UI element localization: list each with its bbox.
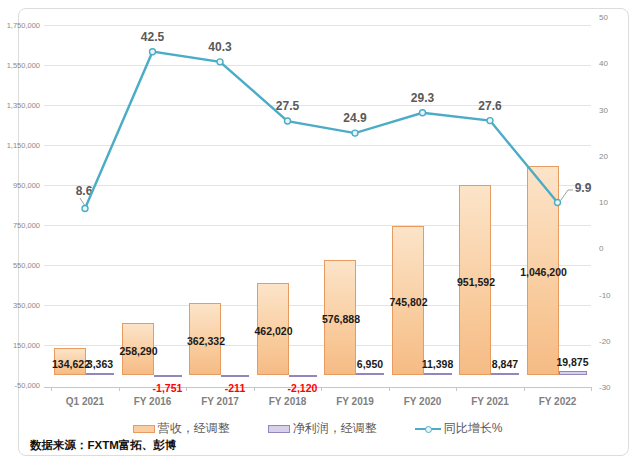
y-axis-left-tick: 950,000 <box>0 181 40 190</box>
y-axis-left-tick: 1,550,000 <box>0 61 40 70</box>
x-axis-tick <box>321 387 322 391</box>
x-axis-tick <box>119 387 120 391</box>
y-axis-left-tick: 350,000 <box>0 301 40 310</box>
gridline <box>44 305 591 306</box>
y-axis-right-tick: 10 <box>599 198 608 207</box>
gridline <box>44 265 591 266</box>
revenue-value-label: 462,020 <box>255 325 293 337</box>
gridline <box>44 65 591 66</box>
net-profit-value-label: 11,398 <box>422 358 454 370</box>
net-profit-swatch-icon <box>268 425 290 433</box>
y-axis-right-tick: 30 <box>599 105 608 114</box>
growth-value-label: 9.9 <box>575 181 592 195</box>
growth-value-label: 29.3 <box>411 91 434 105</box>
revenue-value-label: 576,888 <box>322 313 360 325</box>
x-axis-category-label: FY 2021 <box>471 396 509 407</box>
legend-label-revenue: 营收，经调整 <box>158 420 230 437</box>
bar-net-profit <box>221 375 249 377</box>
y-axis-right-tick: 40 <box>599 59 608 68</box>
x-axis-category-label: FY 2018 <box>269 396 307 407</box>
revenue-value-label: 951,592 <box>457 276 495 288</box>
legend-label-net-profit: 净利润，经调整 <box>293 420 377 437</box>
gridline <box>44 25 591 26</box>
bar-net-profit <box>559 371 587 375</box>
net-profit-value-label: 8,847 <box>492 358 518 370</box>
y-axis-right-tick: 0 <box>599 244 603 253</box>
net-profit-value-label: -1,751 <box>153 382 183 394</box>
gridline <box>44 145 591 146</box>
bar-net-profit <box>356 373 384 375</box>
chart-container: 1,750,000 1,550,000 1,350,000 1,150,000 950,… <box>0 0 635 467</box>
revenue-value-label: 134,622 <box>52 358 90 370</box>
y-axis-right-tick: -20 <box>599 336 611 345</box>
x-axis-category-label: FY 2022 <box>539 396 577 407</box>
revenue-value-label: 745,802 <box>390 296 428 308</box>
y-axis-right-tick: 20 <box>599 151 608 160</box>
x-axis-tick <box>254 387 255 391</box>
net-profit-value-label: 19,875 <box>556 356 588 368</box>
y-axis-left-tick: 750,000 <box>0 221 40 230</box>
x-axis-tick <box>389 387 390 391</box>
y-axis-left-tick: 1,350,000 <box>0 101 40 110</box>
y-axis-left-tick: 150,000 <box>0 341 40 350</box>
legend-item-growth: 同比增长% <box>415 420 503 437</box>
gridline <box>44 105 591 106</box>
x-axis-tick <box>591 387 592 391</box>
x-axis-tick <box>51 387 52 391</box>
growth-value-label: 27.6 <box>478 99 501 113</box>
y-axis-left-tick: 550,000 <box>0 261 40 270</box>
source-note: 数据来源：FXTM富拓、彭博 <box>30 438 176 453</box>
revenue-value-label: 1,046,200 <box>520 266 567 278</box>
legend-label-growth: 同比增长% <box>444 420 503 437</box>
bar-net-profit <box>154 375 182 377</box>
net-profit-value-label: -211 <box>225 382 245 394</box>
bar-net-profit <box>491 373 519 375</box>
net-profit-value-label: 6,950 <box>357 358 383 370</box>
x-axis-category-label: FY 2017 <box>201 396 239 407</box>
revenue-value-label: 362,332 <box>187 335 225 347</box>
net-profit-value-label: 3,363 <box>87 358 113 370</box>
x-axis-tick <box>524 387 525 391</box>
growth-value-label: 8.6 <box>76 184 93 198</box>
growth-value-label: 24.9 <box>343 111 366 125</box>
x-axis-category-label: FY 2020 <box>404 396 442 407</box>
x-axis-category-label: FY 2019 <box>336 396 374 407</box>
x-axis-category-label: FY 2016 <box>134 396 172 407</box>
bar-net-profit <box>86 373 114 375</box>
y-axis-left-tick: 1,750,000 <box>0 21 40 30</box>
bar-net-profit <box>424 373 452 375</box>
gridline <box>44 185 591 186</box>
legend-item-revenue: 营收，经调整 <box>133 420 230 437</box>
y-axis-left-tick: -50,000 <box>0 381 40 390</box>
net-profit-value-label: -2,120 <box>288 382 318 394</box>
y-axis-left-tick: 1,150,000 <box>0 141 40 150</box>
revenue-swatch-icon <box>133 425 155 433</box>
growth-line-swatch-icon <box>415 424 441 433</box>
y-axis-right-tick: -10 <box>599 290 611 299</box>
growth-value-label: 40.3 <box>208 40 231 54</box>
y-axis-right-tick: -30 <box>599 383 611 392</box>
bar-net-profit <box>289 375 317 377</box>
growth-value-label: 42.5 <box>141 30 164 44</box>
gridline <box>44 225 591 226</box>
legend: 营收，经调整 净利润，经调整 同比增长% <box>0 420 635 437</box>
x-axis-tick <box>456 387 457 391</box>
legend-item-net-profit: 净利润，经调整 <box>268 420 377 437</box>
y-axis-right-tick: 50 <box>599 13 608 22</box>
x-axis-tick <box>186 387 187 391</box>
x-axis-category-label: Q1 2021 <box>66 396 104 407</box>
growth-value-label: 27.5 <box>276 99 299 113</box>
revenue-value-label: 258,290 <box>120 345 158 357</box>
